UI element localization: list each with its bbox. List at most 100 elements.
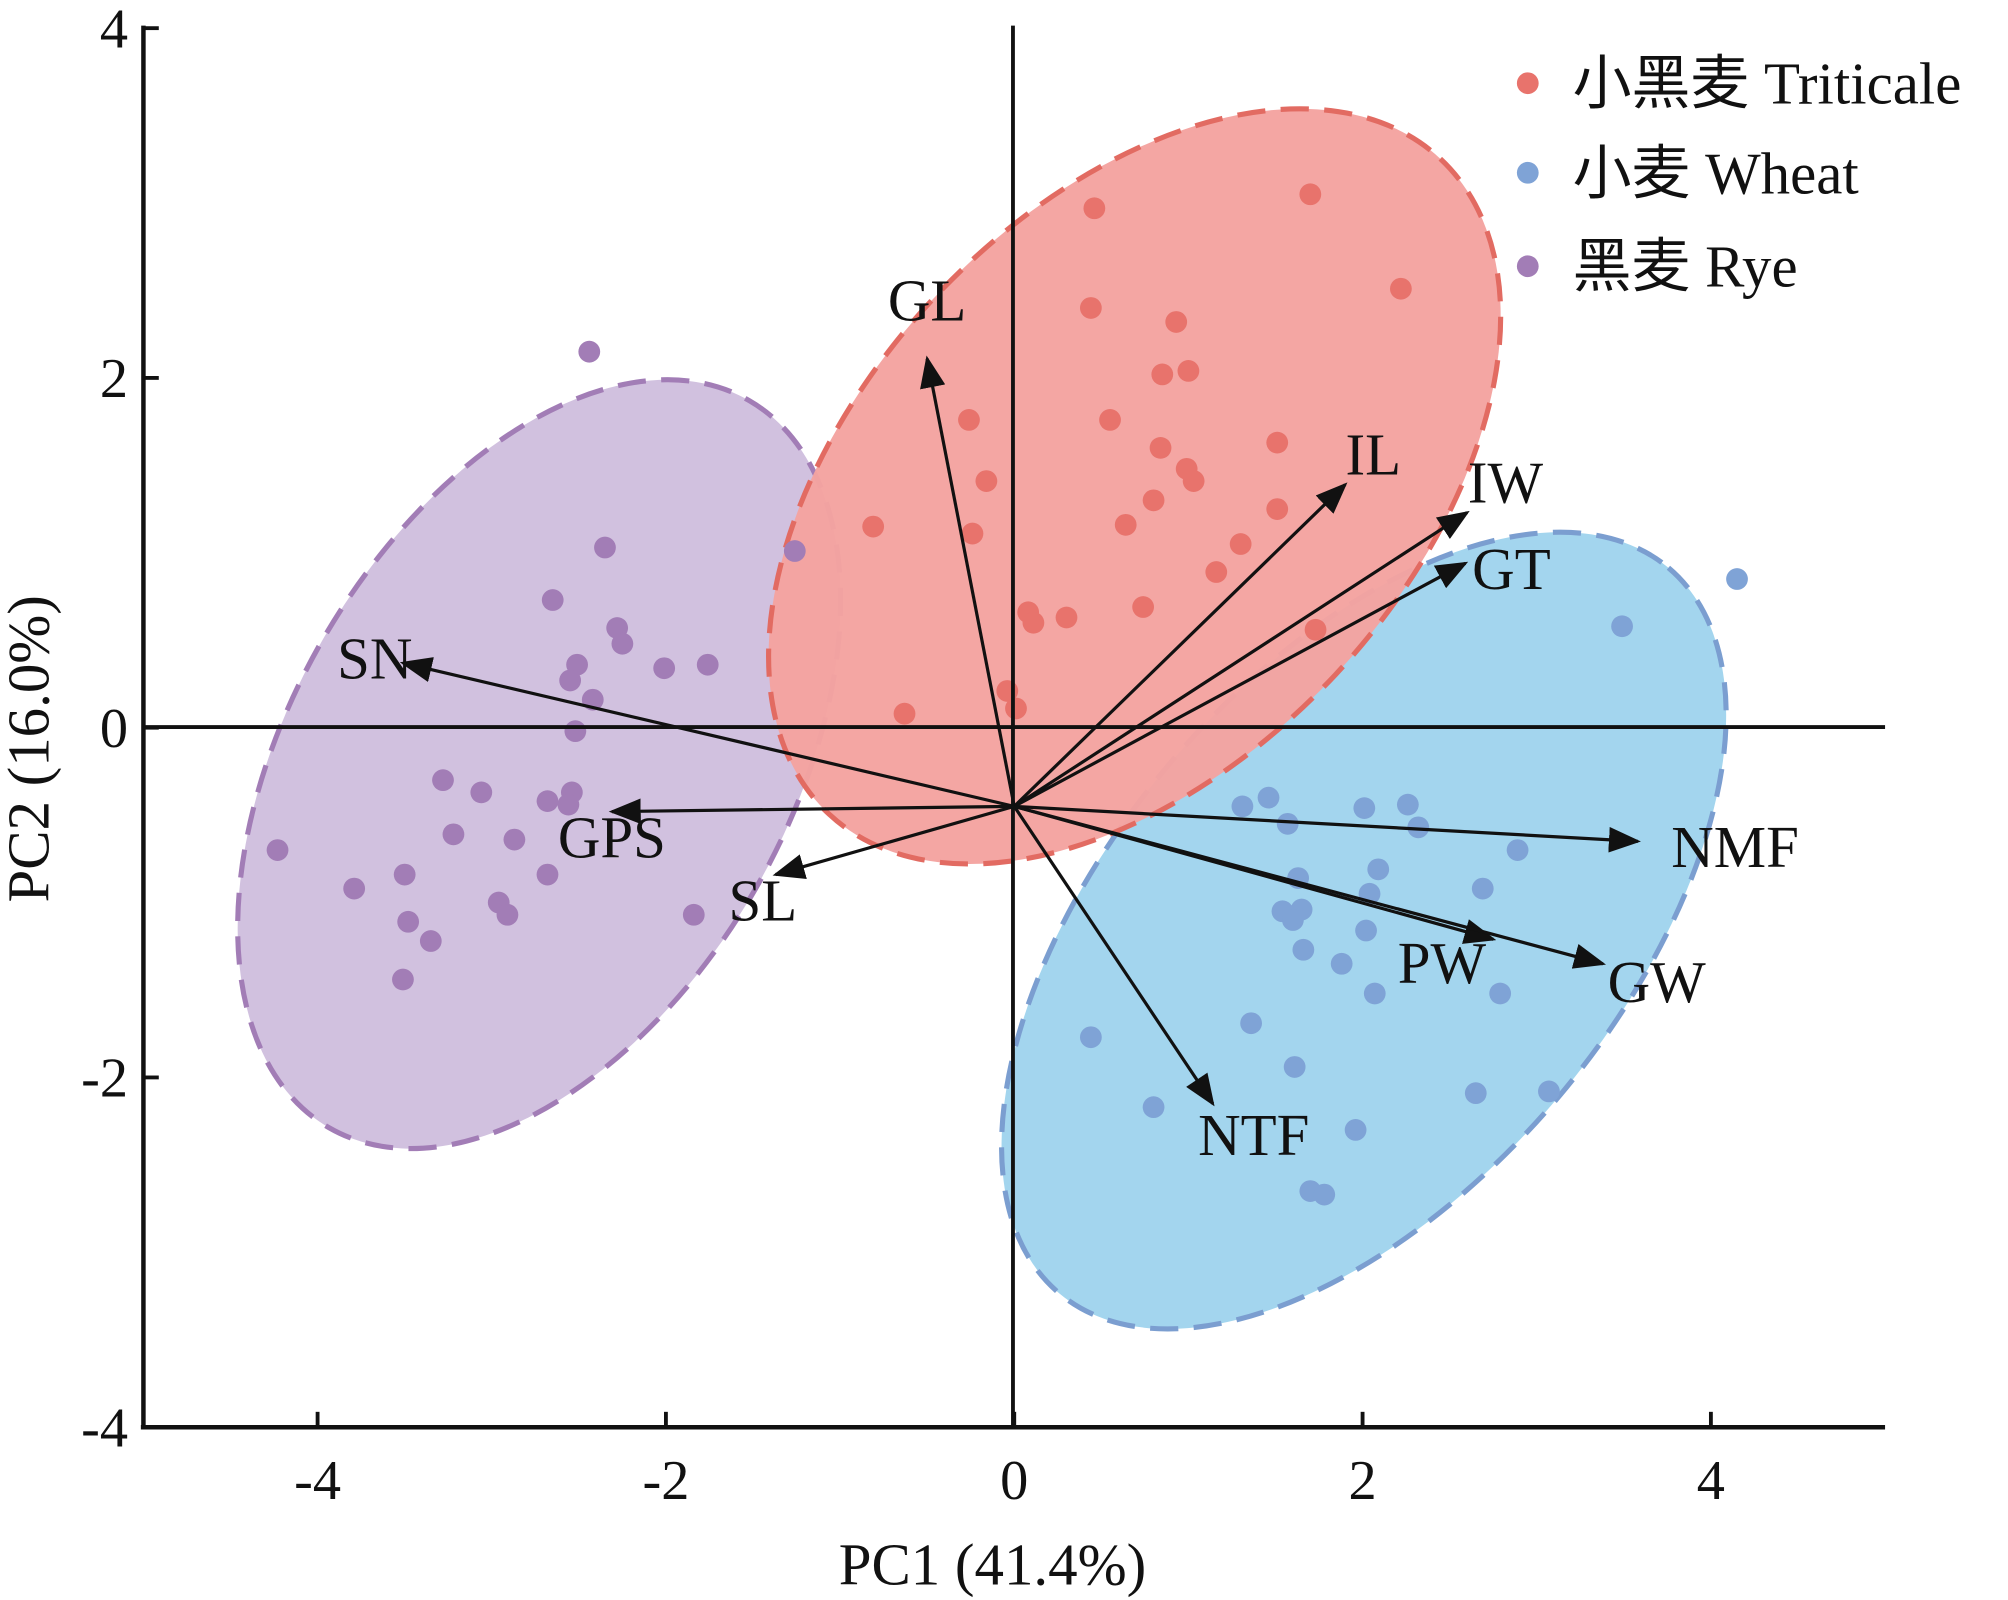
data-point-rye [578,340,601,363]
data-point-triticale [1151,363,1174,386]
data-point-wheat [1276,812,1299,835]
data-point-rye [536,790,559,813]
data-point-triticale [1132,596,1155,618]
loading-label-ntf: NTF [1198,1103,1309,1168]
data-point-rye [470,781,493,804]
y-tick-label: 0 [100,698,128,760]
data-point-triticale [975,470,998,492]
legend-marker [1516,161,1539,184]
data-point-wheat [1257,786,1280,809]
data-point-rye [496,903,519,926]
data-point-wheat [1240,1012,1262,1035]
loading-arrow-il [1013,482,1348,808]
data-point-wheat [1283,1056,1306,1078]
loading-arrow-gl [920,355,1016,807]
loading-arrow-gps [608,798,1015,825]
loading-label-sl: SL [728,869,797,934]
data-point-wheat [1464,1082,1487,1105]
data-point-triticale [1229,533,1252,555]
data-point-rye [682,903,705,926]
data-point-wheat [1367,858,1390,881]
data-point-rye [541,589,564,611]
loading-arrow-sl [772,804,1015,879]
data-point-triticale [961,522,984,545]
data-point-triticale [958,409,980,431]
data-point-wheat [1538,1080,1560,1103]
data-point-triticale [893,702,916,725]
data-point-wheat [1330,952,1353,975]
loading-arrow-nmf [1014,804,1641,853]
loading-arrow-gt [1013,561,1469,808]
data-point-wheat [1489,982,1512,1005]
loading-label-gl: GL [888,268,967,333]
data-point-rye [442,823,465,846]
data-point-rye [397,910,420,933]
loading-arrow-sn [399,657,1015,808]
y-axis-title: PC2 (16.0%) [0,595,62,902]
data-point-wheat [1471,877,1494,900]
data-point-triticale [1304,618,1327,641]
data-point-rye [611,632,634,655]
data-point-triticale [1099,409,1121,431]
data-point-rye [653,657,676,680]
loading-label-iw: IW [1468,450,1544,515]
data-point-triticale [1266,498,1289,520]
data-point-triticale [1079,297,1102,319]
x-tick-label: -4 [294,1450,341,1512]
data-point-triticale [1299,183,1322,206]
data-point-rye [266,839,289,861]
data-point-wheat [1353,797,1376,820]
data-point-rye [696,653,719,676]
data-point-rye [343,877,366,900]
loading-label-nmf: NMF [1671,815,1799,880]
data-point-wheat [1282,909,1304,931]
loading-label-gt: GT [1472,537,1551,602]
data-point-wheat [1079,1026,1102,1049]
data-point-triticale [1182,470,1205,492]
data-point-triticale [1055,606,1078,629]
x-tick-label: 0 [1000,1450,1028,1512]
data-point-rye [536,863,559,886]
data-point-wheat [1407,816,1430,839]
x-tick-label: -2 [642,1450,689,1512]
data-point-wheat [1611,615,1633,638]
legend-marker [1516,72,1539,95]
data-point-rye [559,669,582,692]
data-point-triticale [1114,513,1137,536]
data-point-rye [392,968,414,991]
data-point-wheat [1396,793,1419,816]
data-point-triticale [1022,611,1045,634]
ellipse-triticale [766,106,1504,867]
data-point-triticale [1165,311,1188,333]
data-point-wheat [1506,839,1529,861]
data-point-rye [503,828,526,851]
y-tick-label: -2 [81,1048,128,1110]
data-point-rye [419,930,442,952]
loading-arrow-iw [1013,510,1470,808]
data-point-triticale [1177,360,1200,382]
confidence-ellipses [235,106,1729,1332]
y-tick-label: 4 [100,0,128,60]
legend-label: 小黑麦 Triticale [1573,52,1962,117]
data-point-wheat [1142,1096,1165,1119]
tick-labels: -4 -2 0 2 4 -4 -2 0 2 4 [81,0,1725,1512]
loading-arrow-ntf [1012,805,1215,1107]
legend-label: 黑麦 Rye [1573,235,1798,300]
data-point-rye [432,769,454,792]
data-point-triticale [1149,436,1172,459]
data-point-triticale [1005,697,1027,720]
loading-label-il: IL [1346,422,1402,487]
legend: 小黑麦 Triticale 小麦 Wheat 黑麦 Rye [1516,52,1962,300]
data-point-wheat [1292,938,1315,961]
loading-label-sn: SN [337,626,412,691]
loading-label-gw: GW [1608,950,1707,1015]
ellipse-rye [235,377,844,1152]
x-tick-label: 4 [1697,1450,1725,1512]
x-axis-title: PC1 (41.4%) [839,1533,1147,1598]
data-point-wheat [1726,568,1748,590]
loading-label-gps: GPS [558,806,666,871]
data-point-rye [557,793,580,816]
y-tick-label: -4 [81,1397,128,1459]
data-point-wheat [1355,919,1377,942]
